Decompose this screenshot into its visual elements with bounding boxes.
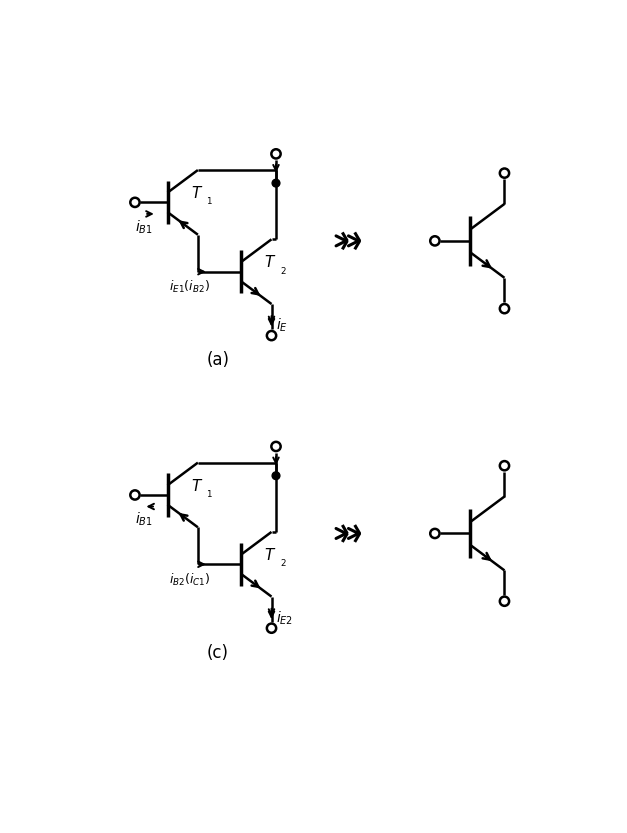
Text: $i_{B2}(i_{C1})$: $i_{B2}(i_{C1})$ <box>169 571 211 588</box>
Text: $_1$: $_1$ <box>206 194 213 207</box>
Text: $T$: $T$ <box>191 185 203 201</box>
Text: $T$: $T$ <box>265 254 277 271</box>
Text: $_1$: $_1$ <box>206 487 213 500</box>
Text: $_2$: $_2$ <box>280 263 287 277</box>
Text: $i_{B1}$: $i_{B1}$ <box>135 511 153 528</box>
Circle shape <box>272 179 280 187</box>
Text: $i_{B1}$: $i_{B1}$ <box>135 218 153 236</box>
Text: $T$: $T$ <box>265 547 277 563</box>
Text: (c): (c) <box>207 644 229 662</box>
Text: $T$: $T$ <box>191 478 203 494</box>
Text: $_2$: $_2$ <box>280 556 287 569</box>
Text: (a): (a) <box>206 352 229 369</box>
Text: $i_{E1}(i_{B2})$: $i_{E1}(i_{B2})$ <box>169 279 210 295</box>
Text: $i_{E2}$: $i_{E2}$ <box>276 610 293 627</box>
Text: $i_E$: $i_E$ <box>276 317 288 334</box>
Circle shape <box>272 471 280 480</box>
